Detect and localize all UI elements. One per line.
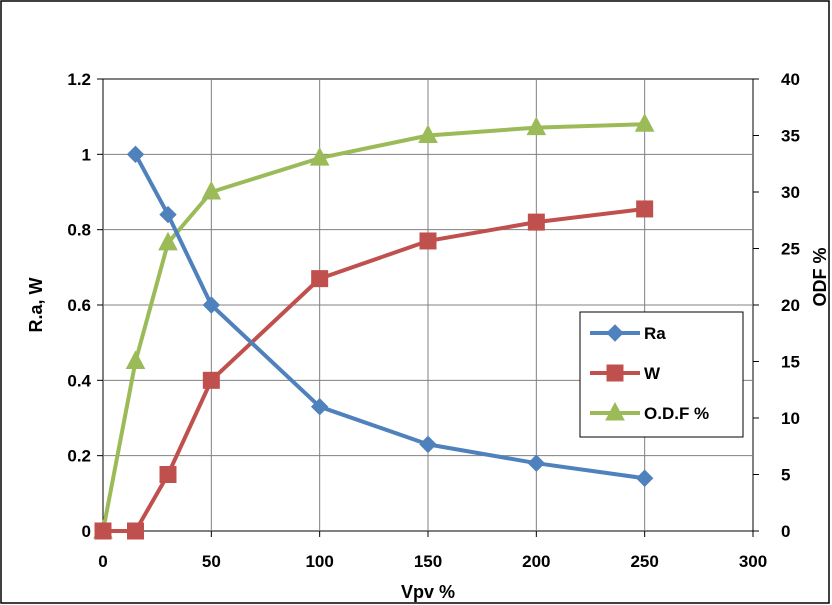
legend: Ra W O.D.F % — [579, 311, 744, 438]
y2-tick-label: 40 — [781, 70, 800, 89]
legend-item: Ra — [590, 324, 666, 343]
series-w — [94, 200, 654, 540]
series-o-d-f- — [93, 113, 655, 539]
y-axis-title: R.a, W — [26, 277, 46, 332]
y2-tick-label: 25 — [781, 240, 800, 259]
y-tick-label: 0.8 — [67, 221, 91, 240]
y2-tick-label: 20 — [781, 296, 800, 315]
legend-marker — [606, 324, 624, 342]
tick-labels: 0 0.2 0.4 0.6 0.8 1 1.2 0 50 100 150 200 250 300 0 5 10 1… — [67, 70, 800, 571]
data-point — [202, 296, 221, 314]
data-point — [126, 145, 145, 164]
series-ra — [126, 145, 654, 487]
x-tick-label: 50 — [202, 552, 221, 571]
x-tick-label: 0 — [98, 552, 107, 571]
series-line — [103, 206, 645, 533]
y2-tick-label: 15 — [781, 353, 800, 372]
y-tick-label: 1 — [82, 145, 91, 164]
legend-label: W — [644, 364, 661, 383]
y-tick-label: 0.4 — [67, 371, 91, 390]
y-tick-label: 1.2 — [67, 70, 91, 89]
x-tick-label: 300 — [739, 552, 767, 571]
data-point — [159, 205, 177, 224]
legend-item: W — [590, 364, 661, 383]
data-point — [127, 522, 144, 540]
x-tick-label: 200 — [522, 552, 550, 571]
y2-axis-title: ODF % — [810, 247, 830, 306]
data-point — [201, 180, 222, 200]
data-point — [125, 350, 146, 369]
y2-tick-label: 35 — [781, 127, 800, 146]
series-line — [101, 122, 645, 532]
data-point — [636, 200, 654, 218]
data-point — [526, 116, 547, 136]
data-point — [94, 522, 112, 540]
legend-item: O.D.F % — [590, 401, 709, 423]
data-point — [419, 232, 437, 250]
data-point — [310, 397, 329, 416]
y2-tick-label: 30 — [781, 183, 800, 202]
data-point — [159, 466, 177, 483]
x-tick-label: 250 — [630, 552, 658, 571]
y2-tick-label: 0 — [781, 522, 790, 541]
y-tick-label: 0 — [82, 522, 91, 541]
data-point — [527, 454, 546, 472]
x-tick-label: 100 — [305, 552, 333, 571]
axes — [97, 78, 759, 537]
legend-marker — [606, 364, 624, 382]
y2-tick-label: 10 — [781, 409, 800, 428]
legend-marker — [605, 401, 625, 421]
y2-tick-label: 5 — [781, 466, 790, 485]
data-point — [309, 147, 330, 166]
series-layer — [93, 113, 655, 540]
legend-items: Ra W O.D.F % — [590, 324, 709, 423]
legend-label: O.D.F % — [644, 404, 709, 423]
y-tick-label: 0.6 — [67, 296, 91, 315]
data-point — [202, 371, 220, 389]
data-point — [635, 469, 654, 487]
data-point — [634, 113, 655, 132]
data-point — [158, 231, 178, 251]
x-axis-title: Vpv % — [401, 582, 455, 602]
x-tick-label: 150 — [414, 552, 442, 571]
y-tick-label: 0.2 — [67, 447, 91, 466]
data-point — [418, 124, 438, 143]
legend-label: Ra — [644, 324, 666, 343]
data-point — [419, 435, 437, 454]
data-point — [527, 213, 545, 231]
data-point — [311, 270, 329, 288]
